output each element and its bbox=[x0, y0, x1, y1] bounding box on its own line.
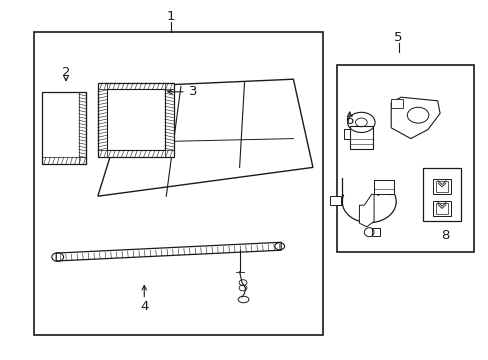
Text: 7: 7 bbox=[374, 186, 383, 199]
Bar bbox=[371, 228, 380, 236]
Bar bbox=[373, 180, 393, 194]
Text: 8: 8 bbox=[440, 229, 448, 242]
Bar bbox=[349, 126, 372, 149]
Text: 4: 4 bbox=[140, 300, 148, 313]
Bar bbox=[98, 83, 173, 157]
Bar bbox=[343, 129, 349, 139]
Polygon shape bbox=[359, 194, 373, 227]
Polygon shape bbox=[56, 242, 281, 261]
Text: 3: 3 bbox=[188, 85, 197, 98]
Bar bbox=[432, 201, 450, 216]
Bar bbox=[390, 99, 403, 108]
Bar bbox=[106, 89, 164, 150]
Text: 2: 2 bbox=[61, 66, 70, 78]
Bar bbox=[435, 203, 447, 214]
Text: 5: 5 bbox=[393, 31, 402, 44]
Bar bbox=[34, 32, 322, 335]
Text: 6: 6 bbox=[345, 114, 353, 127]
Polygon shape bbox=[98, 79, 312, 196]
Bar bbox=[337, 65, 473, 252]
Polygon shape bbox=[41, 92, 85, 164]
Text: 1: 1 bbox=[166, 10, 175, 23]
Bar bbox=[435, 181, 447, 192]
Bar bbox=[329, 196, 340, 205]
Polygon shape bbox=[390, 97, 439, 139]
Bar bbox=[422, 168, 460, 221]
Bar bbox=[432, 179, 450, 194]
